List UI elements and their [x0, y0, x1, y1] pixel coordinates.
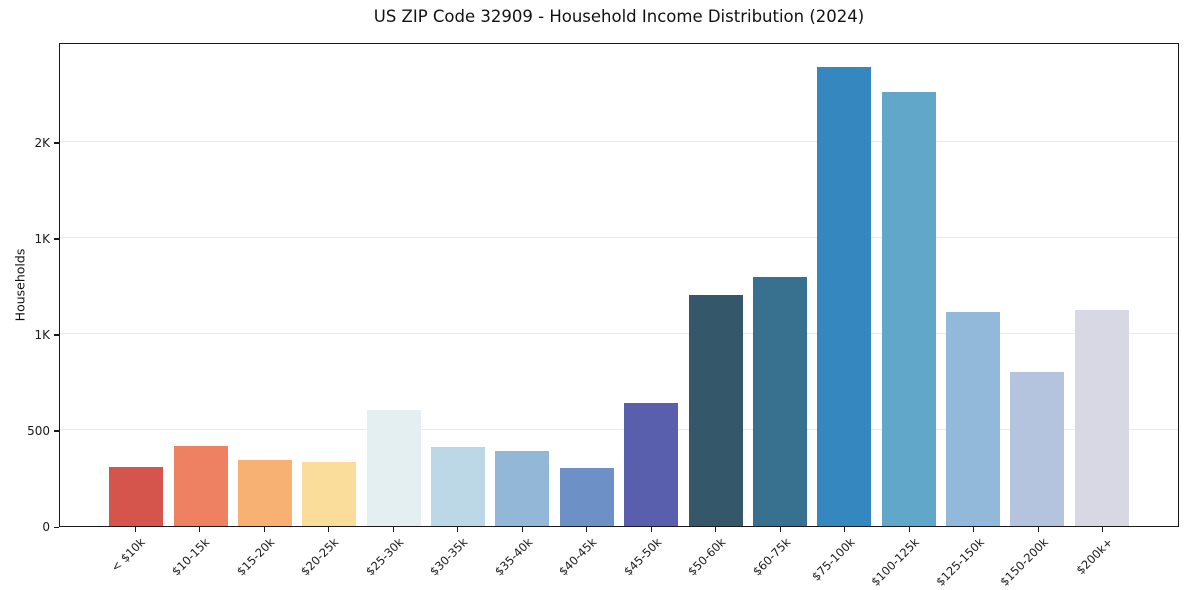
gridline	[60, 332, 1178, 334]
x-tick-mark	[715, 527, 717, 532]
bar-$10-15k	[173, 446, 228, 526]
x-tick-mark	[199, 527, 201, 532]
bar-$40-45k	[559, 468, 614, 526]
y-tick-mark	[54, 526, 59, 528]
bar-$30-35k	[431, 447, 486, 526]
x-tick-mark	[586, 527, 588, 532]
x-tick-label: $75-100k	[809, 535, 858, 584]
y-tick-label: 1K	[34, 327, 50, 342]
bar-$200k+	[1074, 309, 1129, 526]
x-tick-label: $50-60k	[685, 535, 729, 579]
y-tick-mark	[54, 238, 59, 240]
x-tick-label: $35-40k	[491, 535, 536, 579]
bar-column	[1005, 44, 1069, 526]
x-tick-label: $20-25k	[298, 535, 342, 579]
x-tick-mark	[263, 527, 265, 532]
bar-$75-100k	[817, 66, 872, 526]
plot-area	[59, 43, 1179, 527]
x-tick-label: $125-150k	[932, 535, 987, 589]
bar-column	[233, 44, 297, 526]
bar-< $10k	[109, 467, 164, 526]
gridline	[60, 140, 1178, 142]
gridline	[60, 236, 1178, 238]
gridline	[60, 428, 1178, 430]
x-tick-label: $15-20k	[233, 535, 278, 579]
bar-column	[104, 44, 168, 526]
y-tick-label: 1K	[34, 231, 50, 246]
bar-$125-150k	[946, 311, 1001, 526]
x-tick-label: < $10k	[108, 535, 149, 575]
bar-column	[941, 44, 1005, 526]
x-tick-mark	[844, 527, 846, 532]
x-tick-label: $100-125k	[868, 535, 923, 589]
x-tick-label: $30-35k	[427, 535, 471, 579]
bar-column	[426, 44, 490, 526]
x-tick-label: $60-75k	[749, 535, 794, 579]
x-tick-label: $200k+	[1073, 535, 1116, 578]
bar-column	[297, 44, 361, 526]
bar-column	[812, 44, 876, 526]
bar-$35-40k	[495, 451, 550, 526]
y-tick-mark	[54, 334, 59, 336]
x-tick-mark	[392, 527, 394, 532]
bar-column	[555, 44, 619, 526]
x-tick-mark	[521, 527, 523, 532]
y-tick-mark	[54, 142, 59, 144]
x-tick-label: $40-45k	[556, 535, 600, 579]
bar-$100-125k	[881, 91, 936, 526]
x-tick-label: $150-200k	[997, 535, 1052, 589]
x-tick-mark	[779, 527, 781, 532]
x-tick-mark	[1037, 527, 1039, 532]
bar-column	[1070, 44, 1134, 526]
bar-column	[619, 44, 683, 526]
bar-$15-20k	[237, 459, 292, 526]
bar-column	[683, 44, 747, 526]
x-tick-label: $10-15k	[169, 535, 213, 579]
bars-container	[60, 44, 1178, 526]
bar-column	[877, 44, 941, 526]
x-tick-label: $25-30k	[362, 535, 407, 579]
y-tick-label: 500	[27, 423, 50, 438]
bar-$45-50k	[624, 403, 679, 526]
x-tick-mark	[908, 527, 910, 532]
bar-column	[168, 44, 232, 526]
x-tick-mark	[457, 527, 459, 532]
bar-$150-200k	[1010, 372, 1065, 526]
y-tick-label: 0	[42, 520, 50, 534]
bar-column	[362, 44, 426, 526]
bar-$50-60k	[688, 294, 743, 526]
x-tick-label: $45-50k	[620, 535, 665, 579]
x-tick-mark	[973, 527, 975, 532]
x-tick-mark	[650, 527, 652, 532]
y-axis-label: Households	[12, 248, 28, 322]
bar-$20-25k	[302, 461, 357, 526]
bar-$60-75k	[752, 277, 807, 526]
x-tick-mark	[134, 527, 136, 532]
y-tick-label: 2K	[34, 135, 50, 150]
chart-title: US ZIP Code 32909 - Household Income Dis…	[373, 7, 865, 26]
x-tick-mark	[1102, 527, 1104, 532]
bar-$25-30k	[366, 409, 421, 526]
y-tick-mark	[54, 430, 59, 432]
bar-column	[490, 44, 554, 526]
bar-column	[748, 44, 812, 526]
x-tick-mark	[328, 527, 330, 532]
